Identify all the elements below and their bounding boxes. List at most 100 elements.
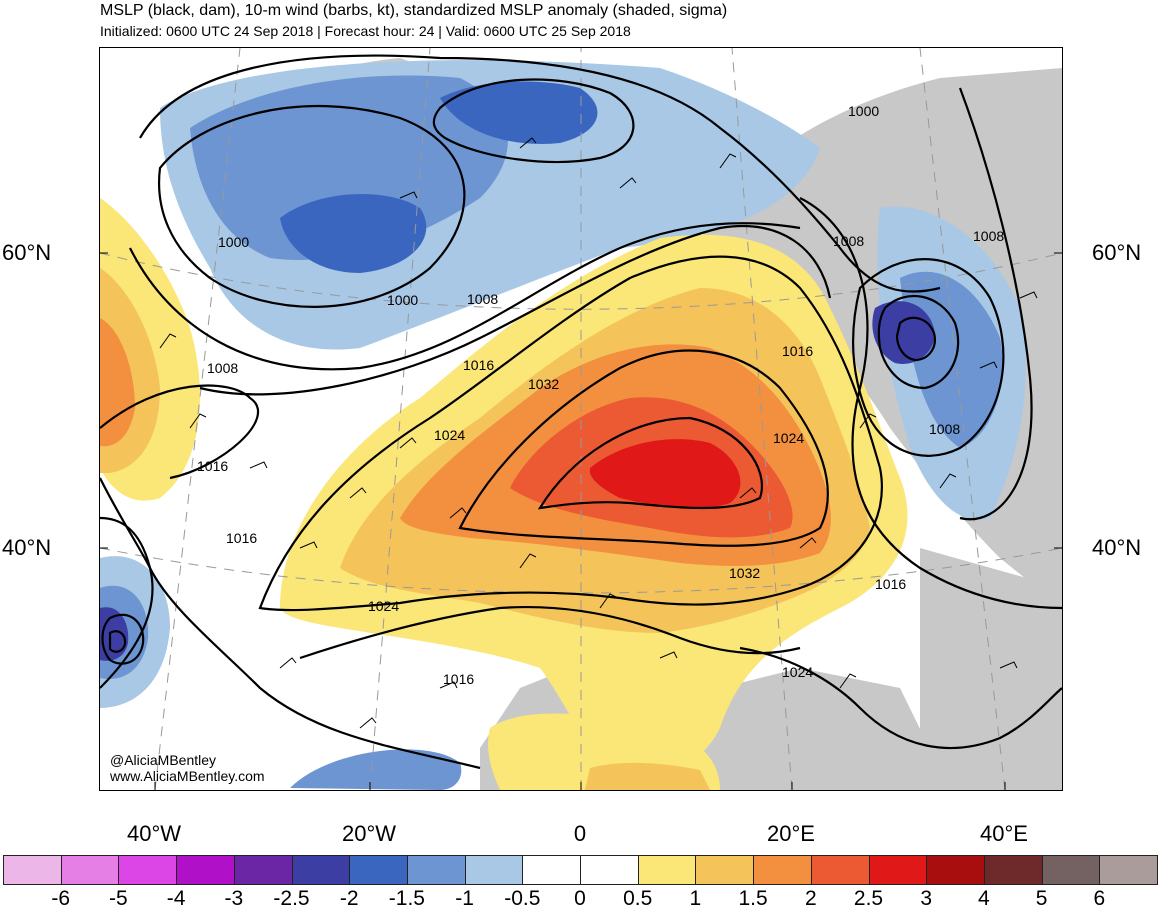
colorbar-label: 4 [978, 887, 990, 910]
colorbar-box [464, 855, 524, 885]
isobar-1016-c [199, 225, 832, 396]
anomaly-strong-greenland-east [440, 81, 598, 144]
isobar-labels: 1000 1000 1000 1008 1008 1008 1008 1008 … [197, 103, 1004, 687]
colorbar-box [753, 855, 812, 885]
isobar-1024-south [299, 605, 801, 660]
colorbar-label: -2.5 [273, 887, 310, 910]
colorbar-box [926, 855, 985, 885]
colorbar-box [3, 855, 62, 885]
colorbar-label: -3 [224, 887, 244, 910]
colorbar-label: -2 [339, 887, 359, 910]
map-subtitle: Initialized: 0600 UTC 24 Sep 2018 | Fore… [100, 23, 631, 39]
colorbar-label: 1.5 [738, 887, 768, 910]
colorbar-label: -1 [455, 887, 474, 910]
isobar-1000-a [158, 104, 466, 308]
wind-barbs [159, 137, 1038, 729]
credit-handle: @AliciaMBentley [110, 752, 217, 768]
isobar-1016-southwest [100, 516, 154, 689]
parallel-40n [100, 547, 1062, 594]
isobar-label: 1000 [848, 103, 879, 119]
parallel-60n [100, 252, 1062, 310]
isobar-1032-b [537, 416, 763, 510]
colorbar-label: -1.5 [388, 887, 425, 910]
lat-label-60n-right: 60°N [1092, 240, 1142, 265]
isobar-label: 1000 [218, 234, 249, 250]
isobar-label: 1032 [528, 376, 559, 392]
colorbar-box [810, 855, 870, 885]
isobar-label: 1008 [207, 360, 238, 376]
colorbar-label: -5 [109, 887, 128, 910]
isobar-label: 1024 [782, 664, 813, 680]
map-credits: @AliciaMBentley www.AliciaMBentley.com [110, 752, 265, 784]
anomaly-pos-europe-4 [589, 439, 741, 509]
anomaly-pos-west-high [100, 318, 135, 447]
lon-label-20w: 20°W [341, 821, 397, 846]
isobar-label: 1024 [368, 598, 399, 614]
lat-label-60n-left: 60°N [2, 240, 52, 265]
isobar-label: 1000 [387, 292, 418, 308]
isobar-label: 1016 [875, 576, 906, 592]
colorbar-box [1041, 855, 1101, 885]
isobar-1016-b [100, 477, 481, 770]
colorbar-box [983, 855, 1043, 885]
map-title: MSLP (black, dam), 10-m wind (barbs, kt)… [100, 2, 728, 19]
isobar-1016-a [100, 384, 259, 480]
colorbar-box [176, 855, 235, 885]
isobar-1032-a [458, 349, 829, 547]
isobar-loop-sw-core [108, 630, 127, 653]
colorbar-label: -0.5 [504, 887, 541, 910]
meridian-20w [369, 48, 431, 790]
colorbar-label: 6 [1093, 887, 1106, 910]
isobar-label: 1008 [833, 233, 864, 249]
colorbar-label: 0 [574, 887, 586, 910]
anomaly-strong-iceland [280, 194, 427, 273]
colorbar-box [522, 855, 582, 885]
isobar-label: 1008 [929, 421, 960, 437]
anomaly-low-russia [872, 301, 935, 364]
isobar-1008-north [139, 54, 941, 293]
colorbar-box [695, 855, 755, 885]
colorbar-box [1099, 855, 1159, 885]
anomaly-layer [100, 60, 1026, 790]
credit-url: www.AliciaMBentley.com [110, 768, 265, 784]
colorbar-label: 1 [689, 887, 702, 910]
anomaly-neg-southpanel [290, 749, 462, 790]
colorbar [3, 855, 1159, 885]
isobar-label: 1032 [729, 565, 760, 581]
isobar-label: 1008 [467, 291, 498, 307]
isobar-1008-low-inner [877, 294, 960, 390]
colorbar-box [233, 855, 293, 885]
frame-ticks [100, 252, 1062, 790]
isobar-1000-b [432, 78, 635, 163]
colorbar-box [349, 855, 408, 885]
map-panel[interactable]: 1000 1000 1000 1008 1008 1008 1008 1008 … [99, 47, 1063, 791]
colorbar-box [118, 855, 178, 885]
map-canvas: 1000 1000 1000 1008 1008 1008 1008 1008 … [100, 48, 1062, 790]
isobar-1016-east [799, 197, 1062, 610]
isobar-label: 1024 [773, 430, 804, 446]
isobar-label: 1016 [463, 357, 494, 373]
isobar-label: 1016 [782, 343, 813, 359]
anomaly-pos-africa-2 [585, 762, 710, 790]
land-middle-east [920, 548, 1062, 790]
lat-label-40n-left: 40°N [2, 535, 52, 560]
colorbar-labels: -6 -5 -4 -3 -2.5 -2 -1.5 -1 -0.5 0 0.5 1 1.5 2 2.5 3 4 5 6 [3, 887, 1157, 911]
isobar-1024-a [258, 255, 883, 612]
isobar-layer [100, 54, 1062, 770]
colorbar-box [291, 855, 351, 885]
lon-label-40e: 40°E [980, 821, 1028, 846]
isobar-1008-low [851, 258, 1005, 457]
colorbar-label: 2 [804, 887, 817, 910]
lat-label-40n-right: 40°N [1092, 535, 1142, 560]
colorbar-box [580, 855, 639, 885]
isobar-label: 1016 [197, 458, 228, 474]
isobar-loop-sw [101, 613, 145, 665]
colorbar-label: 2.5 [853, 887, 884, 910]
lon-label-0: 0 [573, 821, 587, 846]
isobar-1016-south [739, 646, 1062, 750]
meridian-20e [731, 48, 793, 790]
colorbar-box [406, 855, 466, 885]
colorbar-box [60, 855, 120, 885]
colorbar-box [868, 855, 928, 885]
colorbar-label: 3 [920, 887, 933, 910]
